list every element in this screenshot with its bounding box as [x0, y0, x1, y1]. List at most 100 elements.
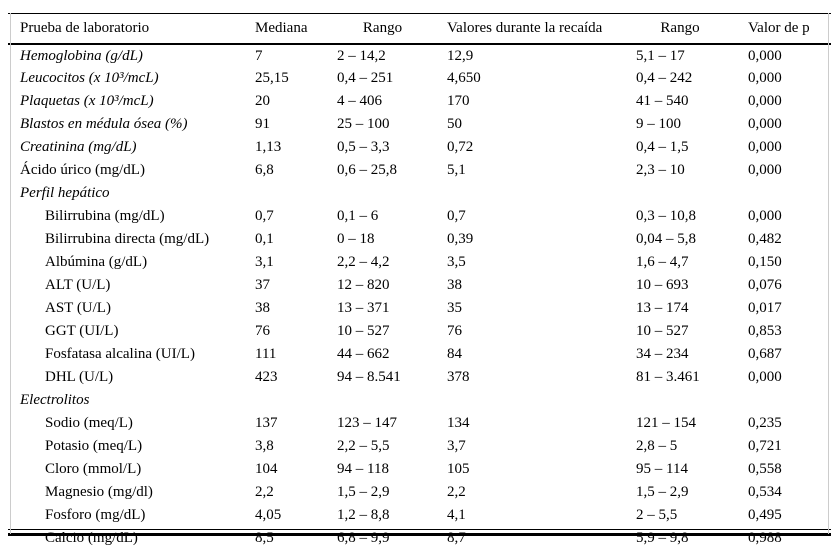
rango-cell: 25 – 100 — [337, 116, 390, 132]
table-row: Hemoglobina (g/dL) 7 2 – 14,2 12,9 5,1 –… — [8, 44, 831, 67]
rango-2-cell: 121 – 154 — [636, 415, 696, 431]
rango-cell: 6,8 – 9,9 — [337, 530, 390, 546]
rango-cell: 2,2 – 4,2 — [337, 254, 390, 270]
table-row: Sodio (meq/L) 137 123 – 147 134 121 – 15… — [8, 412, 831, 435]
rango-2-cell: 41 – 540 — [636, 93, 689, 109]
valor-p-cell: 0,000 — [748, 47, 782, 64]
rango-2-cell: 10 – 693 — [636, 277, 689, 293]
valores-recaida-cell: 4,650 — [447, 70, 481, 86]
lab-test-cell: AST (U/L) — [45, 300, 111, 316]
table-row: Blastos en médula ósea (%) 91 25 – 100 5… — [8, 113, 831, 136]
col-header-prueba-laboratorio: Prueba de laboratorio — [8, 13, 245, 45]
valores-recaida-cell: 170 — [447, 93, 470, 109]
valores-recaida-cell — [440, 389, 625, 412]
rango-cell: 1,5 – 2,9 — [337, 484, 390, 500]
valores-recaida-cell: 50 — [447, 116, 462, 132]
valores-recaida-cell: 134 — [447, 415, 470, 431]
table-row: Bilirrubina (mg/dL) 0,7 0,1 – 6 0,7 0,3 … — [8, 205, 831, 228]
valores-recaida-cell: 105 — [447, 461, 470, 477]
lab-test-cell: Fosforo (mg/dL) — [45, 507, 146, 523]
valor-p-cell: 0,721 — [748, 438, 782, 454]
lab-test-cell: GGT (UI/L) — [45, 323, 119, 339]
rango-cell: 123 – 147 — [337, 415, 397, 431]
rango-2-cell: 2 – 5,5 — [636, 507, 678, 523]
rango-2-cell: 5,1 – 17 — [636, 47, 685, 64]
table-row: Fosforo (mg/dL) 4,05 1,2 – 8,8 4,1 2 – 5… — [8, 504, 831, 527]
rango-2-cell: 95 – 114 — [636, 461, 688, 477]
mediana-cell: 1,13 — [255, 139, 282, 155]
valores-recaida-cell: 2,2 — [447, 484, 466, 500]
col-header-valores-recaida: Valores durante la recaída — [440, 13, 625, 45]
valores-recaida-cell: 0,39 — [447, 231, 474, 247]
table-row: Albúmina (g/dL) 3,1 2,2 – 4,2 3,5 1,6 – … — [8, 251, 831, 274]
lab-test-cell: Potasio (meq/L) — [45, 438, 143, 454]
rango-cell: 0,6 – 25,8 — [337, 162, 397, 178]
lab-test-cell: Calcio (mg/dL) — [45, 530, 138, 546]
valores-recaida-cell: 3,7 — [447, 438, 466, 454]
rango-2-cell: 5,9 – 9,8 — [636, 530, 689, 546]
valor-p-cell: 0,076 — [748, 277, 782, 293]
table-row: Magnesio (mg/dl) 2,2 1,5 – 2,9 2,2 1,5 –… — [8, 481, 831, 504]
lab-test-cell: Leucocitos (x 10³/mcL) — [20, 70, 159, 86]
lab-test-cell: Sodio (meq/L) — [45, 415, 133, 431]
table-row: Fosfatasa alcalina (UI/L) 111 44 – 662 8… — [8, 343, 831, 366]
valores-recaida-cell: 378 — [447, 369, 470, 385]
rango-2-cell: 9 – 100 — [636, 116, 681, 132]
valor-p-cell: 0,000 — [748, 93, 782, 109]
valores-recaida-cell: 0,7 — [447, 208, 466, 224]
lab-test-cell: Magnesio (mg/dl) — [45, 484, 153, 500]
rango-cell: 12 – 820 — [337, 277, 390, 293]
valor-p-cell: 0,000 — [748, 162, 782, 178]
lab-test-cell: Ácido úrico (mg/dL) — [20, 162, 145, 178]
valor-p-cell: 0,235 — [748, 415, 782, 431]
mediana-cell: 111 — [255, 346, 277, 362]
valor-p-cell — [735, 389, 831, 412]
table-row: Bilirrubina directa (mg/dL) 0,1 0 – 18 0… — [8, 228, 831, 251]
mediana-cell: 8,5 — [255, 530, 274, 546]
rango-cell: 44 – 662 — [337, 346, 390, 362]
table-row: ALT (U/L) 37 12 – 820 38 10 – 693 0,076 — [8, 274, 831, 297]
rango-2-cell: 81 – 3.461 — [636, 369, 700, 385]
valor-p-cell: 0,687 — [748, 346, 782, 362]
table-row: Potasio (meq/L) 3,8 2,2 – 5,5 3,7 2,8 – … — [8, 435, 831, 458]
rango-cell: 0,1 – 6 — [337, 208, 379, 224]
table-bottom-thin-rule — [8, 529, 831, 530]
table-row: DHL (U/L) 423 94 – 8.541 378 81 – 3.461 … — [8, 366, 831, 389]
mediana-cell: 2,2 — [255, 484, 274, 500]
valores-recaida-cell: 8,7 — [447, 530, 466, 546]
valor-p-cell: 0,495 — [748, 507, 782, 523]
valor-p-cell: 0,000 — [748, 116, 782, 132]
valores-recaida-cell: 76 — [447, 323, 462, 339]
rango-2-cell: 10 – 527 — [636, 323, 689, 339]
rango-2-cell — [625, 389, 735, 412]
table-left-gridline — [10, 13, 11, 534]
lab-test-cell: Albúmina (g/dL) — [45, 254, 148, 270]
mediana-cell: 4,05 — [255, 507, 282, 523]
valor-p-cell: 0,000 — [748, 208, 782, 224]
mediana-cell: 20 — [255, 93, 270, 109]
rango-cell: 13 – 371 — [337, 300, 390, 316]
mediana-cell: 3,8 — [255, 438, 274, 454]
rango-cell: 2,2 – 5,5 — [337, 438, 390, 454]
valores-recaida-cell: 3,5 — [447, 254, 466, 270]
mediana-cell: 25,15 — [255, 70, 289, 86]
rango-2-cell: 0,3 – 10,8 — [636, 208, 696, 224]
table-row: Cloro (mmol/L) 104 94 – 118 105 95 – 114… — [8, 458, 831, 481]
lab-test-cell: Creatinina (mg/dL) — [20, 139, 137, 155]
valor-p-cell: 0,000 — [748, 369, 782, 385]
valor-p-cell: 0,482 — [748, 231, 782, 247]
rango-2-cell: 0,04 – 5,8 — [636, 231, 696, 247]
table-row: AST (U/L) 38 13 – 371 35 13 – 174 0,017 — [8, 297, 831, 320]
mediana-cell: 7 — [255, 47, 263, 64]
mediana-cell: 3,1 — [255, 254, 274, 270]
rango-2-cell — [625, 182, 735, 205]
valor-p-cell: 0,017 — [748, 300, 782, 316]
lab-test-cell: Hemoglobina (g/dL) — [20, 47, 143, 64]
table-right-gridline — [828, 13, 829, 534]
valor-p-cell: 0,000 — [748, 139, 782, 155]
rango-2-cell: 1,6 – 4,7 — [636, 254, 689, 270]
table-header-row: Prueba de laboratorio Mediana Rango Valo… — [8, 13, 831, 45]
valor-p-cell: 0,558 — [748, 461, 782, 477]
table-row: Perfil hepático — [8, 182, 831, 205]
